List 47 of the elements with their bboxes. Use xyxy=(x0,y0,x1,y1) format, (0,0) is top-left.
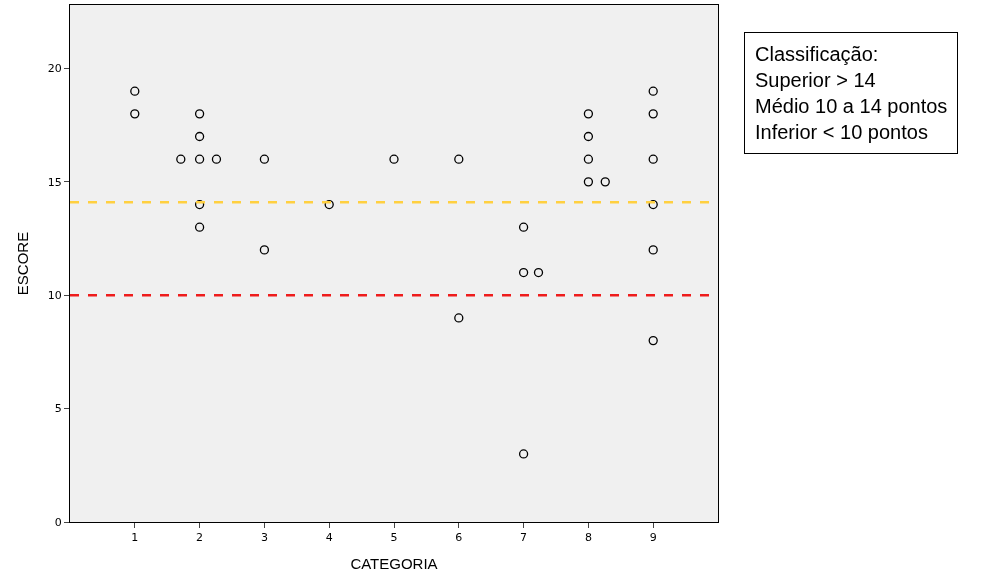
point xyxy=(194,154,205,164)
point xyxy=(176,154,186,164)
point xyxy=(130,86,140,96)
point xyxy=(194,109,205,119)
y-tick-label: 5 xyxy=(54,402,62,416)
x-tick-label: 8 xyxy=(584,531,592,545)
y-tick-label: 15 xyxy=(47,175,62,189)
point xyxy=(583,109,594,119)
x-tick-label: 2 xyxy=(196,531,204,545)
point xyxy=(194,199,205,210)
y-tick-label: 20 xyxy=(47,62,62,76)
point xyxy=(389,154,399,164)
x-tick-label: 6 xyxy=(455,531,463,545)
y-tick-label: 10 xyxy=(47,289,62,303)
point xyxy=(454,154,464,164)
y-tick-label: 0 xyxy=(54,515,62,529)
x-tick-label: 7 xyxy=(520,531,528,545)
point xyxy=(648,199,658,210)
point xyxy=(583,177,594,187)
point xyxy=(324,199,334,210)
point xyxy=(533,267,544,278)
x-tick-label: 9 xyxy=(649,531,657,545)
point xyxy=(194,222,205,232)
point xyxy=(600,177,610,187)
point xyxy=(648,86,658,96)
point xyxy=(259,154,270,164)
point xyxy=(259,245,270,255)
x-tick-label: 4 xyxy=(325,531,333,545)
point xyxy=(648,335,658,346)
point xyxy=(648,245,658,255)
point xyxy=(518,222,529,232)
point xyxy=(211,154,222,164)
y-axis-title: ESCORE xyxy=(14,231,32,296)
point xyxy=(648,109,658,119)
x-tick-label: 3 xyxy=(260,531,268,545)
point xyxy=(130,109,140,119)
point xyxy=(454,313,464,323)
point xyxy=(648,154,658,164)
point xyxy=(194,131,205,142)
point xyxy=(518,267,529,278)
x-tick-label: 5 xyxy=(390,531,398,545)
point xyxy=(583,154,594,164)
point xyxy=(518,449,529,459)
point xyxy=(583,131,594,142)
x-axis-title: CATEGORIA xyxy=(350,555,438,573)
text: Classificação: Superior > 14 Médio 10 a 14 pontos Inferior < 10 pontos xyxy=(755,43,948,143)
x-tick-label: 1 xyxy=(131,531,139,545)
